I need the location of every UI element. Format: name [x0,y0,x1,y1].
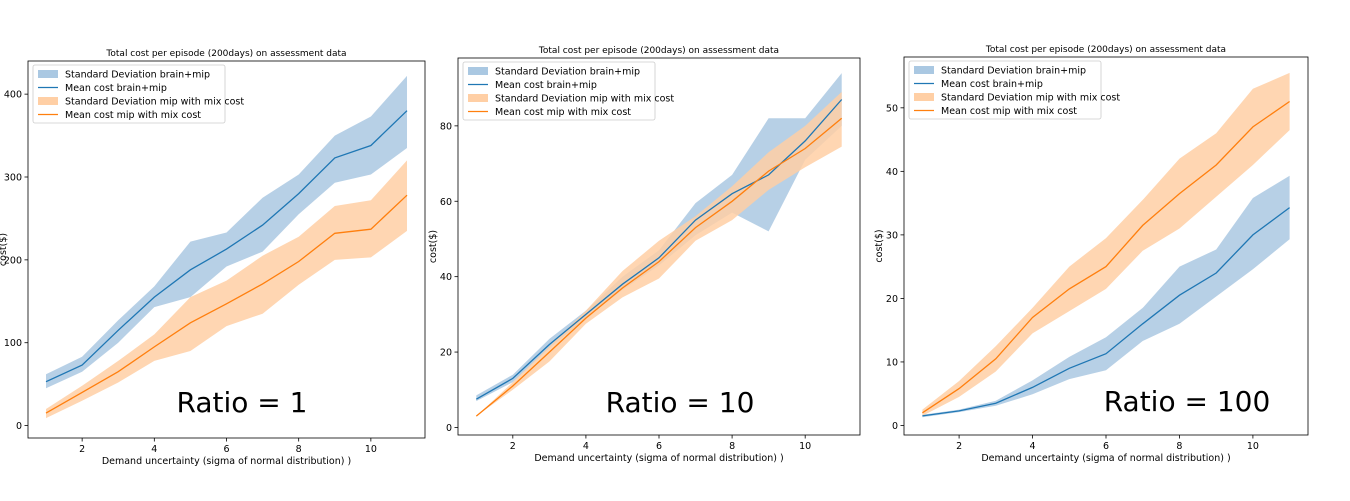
y-tick-label: 60 [440,197,452,208]
y-tick-label: 0 [16,421,22,432]
std-band-series-2 [46,160,407,419]
y-tick-label: 40 [886,167,898,178]
x-tick-label: 4 [1030,441,1036,452]
legend-label: Mean cost brain+mip [941,79,1043,90]
y-tick-label: 40 [440,272,452,283]
std-band-series-1 [46,75,407,389]
x-tick-label: 10 [799,441,811,452]
x-tick-label: 8 [296,444,302,455]
y-axis-label: cost($) [428,230,439,263]
legend-swatch-band [38,70,58,78]
legend-box [462,61,656,121]
y-tick-label: 200 [4,255,22,266]
legend-swatch-band [468,94,488,102]
legend-label: Mean cost brain+mip [495,80,597,91]
std-band-series-2 [922,72,1290,416]
chart-title: Total cost per episode (200days) on asse… [538,46,779,56]
mean-line-series-2 [475,117,843,417]
legend-label: Standard Deviation mip with mix cost [495,94,674,105]
y-tick-label: 0 [892,421,898,432]
ratio-annotation: Ratio = 1 [177,386,308,419]
legend-label: Mean cost mip with mix cost [495,107,631,118]
x-tick-label: 6 [656,441,662,452]
chart-3: 2 4 6 8 10 0 10 20 30 40 50 Total cost per episode … [874,45,1309,464]
y-tick-label: 100 [4,338,22,349]
legend-label: Standard Deviation brain+mip [941,66,1086,77]
x-tick-label: 8 [729,441,735,452]
legend-swatch-band [468,67,488,75]
y-tick-label: 300 [4,173,22,184]
y-tick-label: 20 [886,294,898,305]
y-axis-label: cost($) [874,229,885,262]
std-band-series-1 [476,73,842,402]
ratio-annotation: Ratio = 10 [606,386,755,419]
legend-label: Standard Deviation mip with mix cost [941,93,1120,104]
x-tick-label: 2 [79,444,85,455]
legend-label: Standard Deviation mip with mix cost [65,97,244,108]
x-axis-label: Demand uncertainty (sigma of normal dist… [534,453,783,464]
ratio-annotation: Ratio = 100 [1104,385,1271,418]
y-tick-label: 50 [886,103,898,114]
mean-line-series-2 [922,100,1290,414]
x-tick-label: 10 [365,444,377,455]
x-tick-label: 10 [1247,441,1259,452]
legend-label: Mean cost mip with mix cost [65,110,201,121]
x-tick-label: 4 [151,444,157,455]
chart-title: Total cost per episode (200days) on asse… [105,49,346,59]
x-tick-label: 4 [583,441,589,452]
mean-line-series-1 [922,207,1290,417]
x-axis-label: Demand uncertainty (sigma of normal dist… [102,456,351,467]
legend-box [908,60,1102,120]
x-axis-label: Demand uncertainty (sigma of normal dist… [981,453,1230,464]
legend-swatch-band [914,66,934,74]
y-tick-label: 400 [4,90,22,101]
chart-title: Total cost per episode (200days) on asse… [985,45,1226,55]
x-tick-label: 6 [223,444,229,455]
x-tick-label: 6 [1103,441,1109,452]
legend-swatch-band [914,93,934,101]
legend-label: Mean cost mip with mix cost [941,106,1077,117]
y-tick-label: 80 [440,121,452,132]
legend-label: Mean cost brain+mip [65,83,167,94]
x-tick-label: 2 [956,441,962,452]
y-tick-label: 20 [440,348,452,359]
std-band-series-1 [922,175,1290,418]
y-axis-label: cost($) [0,233,9,266]
legend-box [32,64,226,124]
x-tick-label: 2 [510,441,516,452]
chart-2: 2 4 6 8 10 0 20 40 60 80 Total cost per episode (2… [428,46,861,464]
legend-label: Standard Deviation brain+mip [495,67,640,78]
y-tick-label: 30 [886,230,898,241]
x-tick-label: 8 [1176,441,1182,452]
legend-swatch-band [38,97,58,105]
std-band-series-2 [476,91,842,417]
mean-line-series-1 [45,110,408,383]
mean-line-series-2 [45,194,408,414]
legend-label: Standard Deviation brain+mip [65,70,210,81]
y-tick-label: 10 [886,357,898,368]
y-tick-label: 0 [446,423,452,434]
